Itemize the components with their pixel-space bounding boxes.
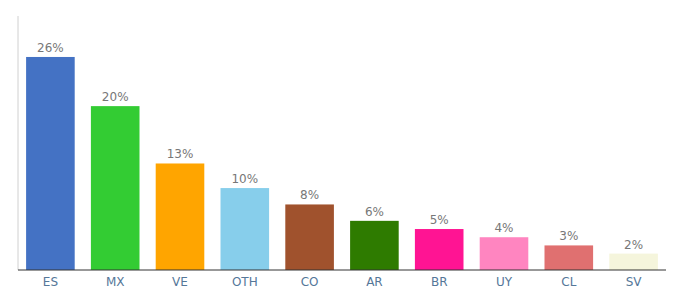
data-label: 10%: [231, 172, 258, 186]
x-tick-label: OTH: [232, 275, 258, 289]
bar: [415, 229, 464, 270]
bar: [609, 254, 658, 270]
data-label: 5%: [430, 213, 449, 227]
data-label: 13%: [167, 147, 194, 161]
x-tick-label: ES: [43, 275, 58, 289]
y-axis-line: [18, 16, 19, 270]
data-label: 26%: [37, 41, 64, 55]
x-tick-label: CL: [561, 275, 576, 289]
bar: [221, 188, 270, 270]
chart-svg: ES MX VE OTH CO AR BR UY CL SV 26% 20% 13% 10% 8% 6% 5% 4…: [0, 0, 680, 300]
x-tick-label: UY: [496, 275, 513, 289]
bar: [26, 57, 75, 270]
x-axis-line: [18, 270, 666, 271]
data-label: 8%: [300, 188, 319, 202]
x-tick-label: BR: [431, 275, 448, 289]
x-tick-label: AR: [366, 275, 383, 289]
x-tick-label: SV: [626, 275, 643, 289]
x-tick-label: MX: [106, 275, 125, 289]
bar: [480, 237, 529, 270]
bar: [156, 163, 205, 270]
bar: [350, 221, 399, 270]
bar: [545, 245, 594, 270]
data-label: 6%: [365, 205, 384, 219]
data-label: 20%: [102, 90, 129, 104]
chart-container: ES MX VE OTH CO AR BR UY CL SV 26% 20% 13% 10% 8% 6% 5% 4…: [0, 0, 680, 300]
x-tick-label: VE: [172, 275, 188, 289]
data-label: 3%: [559, 229, 578, 243]
x-tick-label: CO: [301, 275, 319, 289]
bar: [285, 204, 334, 270]
data-label: 4%: [494, 221, 513, 235]
data-label: 2%: [624, 238, 643, 252]
bar: [91, 106, 140, 270]
bars: [26, 57, 658, 270]
